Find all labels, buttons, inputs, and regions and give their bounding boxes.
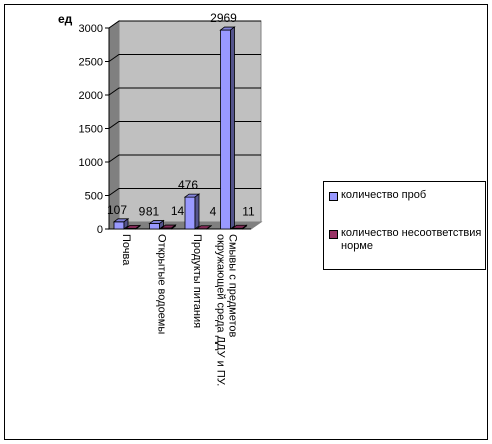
data-label: 2969: [210, 11, 237, 25]
bar-noncompliance: [160, 224, 177, 230]
bar-front: [184, 196, 196, 230]
bar-samples: [112, 218, 130, 230]
legend-swatch-noncompliance: [329, 230, 338, 239]
category-label: Продукты питания: [191, 234, 203, 328]
category-label: Смывы с предметовокружающей среда ДДУ и …: [214, 234, 238, 386]
data-label: 4: [210, 205, 217, 219]
legend-label-samples: количество проб: [341, 189, 427, 201]
data-label: 11: [242, 204, 255, 218]
gridline: [108, 121, 261, 129]
legend-item-noncompliance: количество несоответствия норме: [329, 227, 484, 253]
bar-side: [242, 224, 247, 230]
legend-item-samples: количество проб: [329, 189, 426, 202]
bar-samples: [183, 193, 201, 230]
y-tick-label: 0: [97, 224, 103, 236]
data-label: 14: [171, 204, 185, 218]
category-label-line: Смывы с предметов: [226, 234, 238, 337]
bar-samples: [219, 26, 236, 230]
bar-front: [149, 223, 160, 230]
bar-side: [159, 219, 164, 230]
bar-front: [220, 29, 231, 230]
gridline: [108, 54, 261, 62]
data-label: 81: [146, 205, 160, 219]
y-tick-label: 2500: [79, 57, 103, 69]
bar-noncompliance: [195, 224, 213, 230]
gridline: [108, 154, 261, 163]
bar-side: [194, 193, 200, 230]
data-label: 476: [178, 178, 198, 192]
legend-label-noncompliance: количество несоответствия норме: [341, 227, 482, 252]
y-tick-label: 500: [85, 191, 103, 203]
y-axis-label: ед: [58, 12, 73, 26]
bar-noncompliance: [231, 224, 248, 230]
bar-front: [113, 221, 125, 230]
gridline: [108, 188, 261, 196]
bar-samples: [148, 219, 165, 230]
category-label-line: окружающей среда ДДУ и ПУ.: [214, 234, 226, 386]
bar-side: [135, 224, 141, 230]
bar-side: [230, 26, 235, 230]
bar-side: [206, 224, 212, 230]
category-label: Почва: [120, 234, 132, 266]
data-label: 9: [139, 204, 146, 218]
bar-side: [123, 218, 129, 230]
legend: количество проб количество несоответстви…: [323, 181, 486, 270]
gridline: [108, 87, 261, 96]
y-tick-label: 2000: [79, 90, 103, 102]
category-label: Открытые водоемы: [155, 234, 167, 334]
y-tick-label: 1500: [79, 124, 103, 136]
gridline: [108, 20, 261, 29]
y-tick-label: 1000: [79, 157, 103, 169]
legend-swatch-samples: [329, 192, 338, 201]
data-label: 107: [107, 203, 127, 217]
bar-side: [171, 224, 176, 230]
y-tick-label: 3000: [79, 23, 103, 35]
bar-noncompliance: [124, 224, 142, 230]
